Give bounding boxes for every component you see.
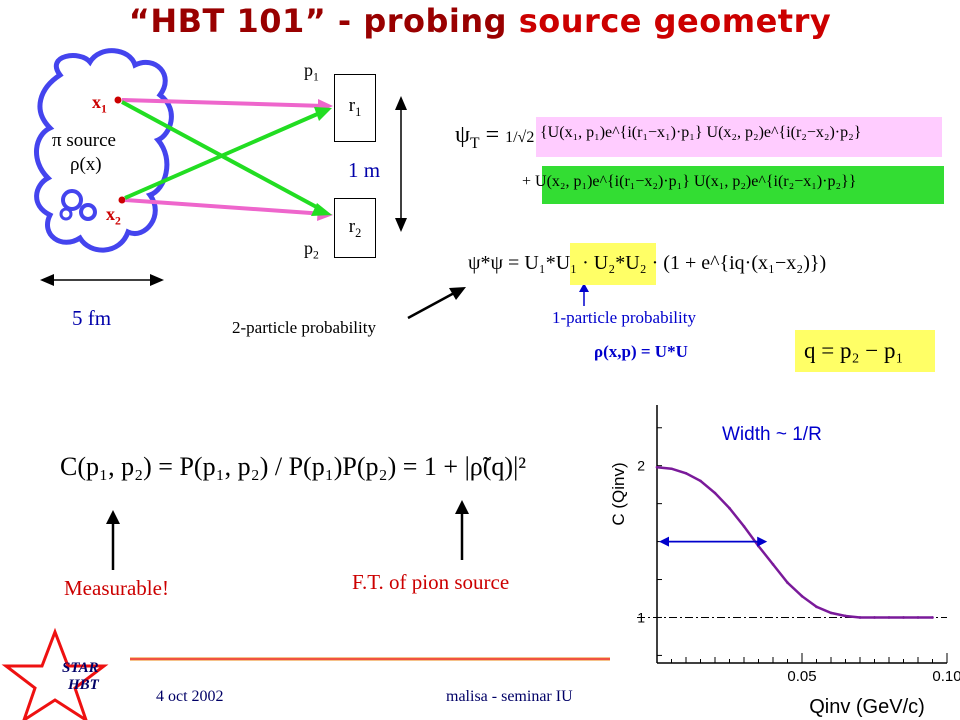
- width-annotation: Width ~ 1/R: [722, 424, 822, 445]
- p1-label: p1: [304, 60, 319, 84]
- star-logo-text: STAR HBT: [62, 660, 99, 693]
- data-point: [887, 616, 891, 619]
- prob-formula: ψ*ψ = U₁*U₁ · U₂*U₂ · (1 + e^{iq·(x₁−x₂)…: [468, 252, 827, 274]
- x-tick-label: 0.05: [787, 668, 816, 685]
- title-rest: source geometry: [518, 2, 832, 40]
- detector-r2: r2: [334, 198, 376, 258]
- two-particle-label: 2-particle probability: [232, 318, 376, 337]
- data-point: [815, 605, 818, 609]
- ft-label: F.T. of pion source: [352, 570, 510, 594]
- page-title: “HBT 101” - probing source geometry: [0, 2, 960, 40]
- correlation-formula: C(p₁, p₂) = P(p₁, p₂) / P(p₁)P(p₂) = 1 +…: [60, 452, 527, 481]
- data-point: [829, 611, 833, 615]
- y-axis-label: C (Qinv): [609, 462, 628, 525]
- y-tick-label: 2: [637, 458, 645, 474]
- psi-row2: + U(x₂, p₁)e^{i(r₁−x₂)·p₁} U(x₁, p₂)e^{i…: [522, 173, 857, 190]
- rho-x-label: ρ(x): [70, 154, 102, 175]
- data-point: [728, 506, 731, 510]
- data-point: [902, 616, 905, 619]
- size-label: 5 fm: [72, 306, 112, 330]
- x2-label: x2: [106, 204, 121, 228]
- data-point: [873, 616, 876, 619]
- distance-label: 1 m: [348, 158, 381, 182]
- psi-row2-highlight: [542, 166, 944, 204]
- correlation-chart: 1 2 0.05 0.10 Qinv (GeV/c) C (Qinv) Width ~ 1/…: [609, 405, 960, 718]
- psi-row1-highlight: [536, 117, 942, 157]
- data-point: [670, 467, 673, 471]
- width-arrow-head-left: [659, 536, 669, 547]
- title-quote: “HBT 101”: [128, 2, 327, 40]
- star-logo-shape: [1, 627, 109, 720]
- u1-highlight: [570, 243, 656, 285]
- data-point: [742, 525, 746, 528]
- q-highlight: [795, 330, 935, 372]
- data-point: [844, 614, 847, 618]
- pi-source-label: π source: [52, 130, 116, 151]
- footer-author: malisa - seminar IU: [446, 688, 573, 705]
- data-point: [916, 616, 920, 619]
- psi-row1: {U(x₁, p₁)e^{i(r₁−x₁)·p₁} U(x₂, p₂)e^{i(…: [540, 124, 862, 141]
- measurable-label: Measurable!: [64, 576, 169, 600]
- footer-date: 4 oct 2002: [156, 688, 224, 705]
- data-point: [655, 465, 659, 469]
- psi-lhs: ψT = 1/√2: [455, 122, 535, 152]
- x1-label: x1: [92, 92, 107, 116]
- data-point: [800, 594, 804, 598]
- x-axis-label: Qinv (GeV/c): [809, 696, 925, 718]
- width-arrow-head-right: [757, 536, 768, 547]
- data-point: [684, 471, 688, 475]
- data-point: [699, 479, 702, 483]
- data-point: [858, 616, 862, 619]
- title-dash: - probing: [326, 2, 519, 40]
- one-particle-label: 1-particle probability: [552, 308, 696, 327]
- q-definition: q = p₂ − p₁: [804, 338, 904, 363]
- data-series-line: [656, 465, 933, 619]
- source-cloud: [33, 48, 174, 253]
- data-point: [713, 491, 717, 495]
- data-point: [931, 616, 934, 619]
- rho-definition: ρ(x,p) = U*U: [594, 342, 688, 361]
- detector-r1: r1: [334, 74, 376, 142]
- data-point: [786, 581, 789, 584]
- p2-label: p2: [304, 238, 319, 262]
- x-tick-label: 0.10: [932, 668, 960, 685]
- y-tick-label: 1: [637, 609, 645, 625]
- data-point: [771, 563, 775, 566]
